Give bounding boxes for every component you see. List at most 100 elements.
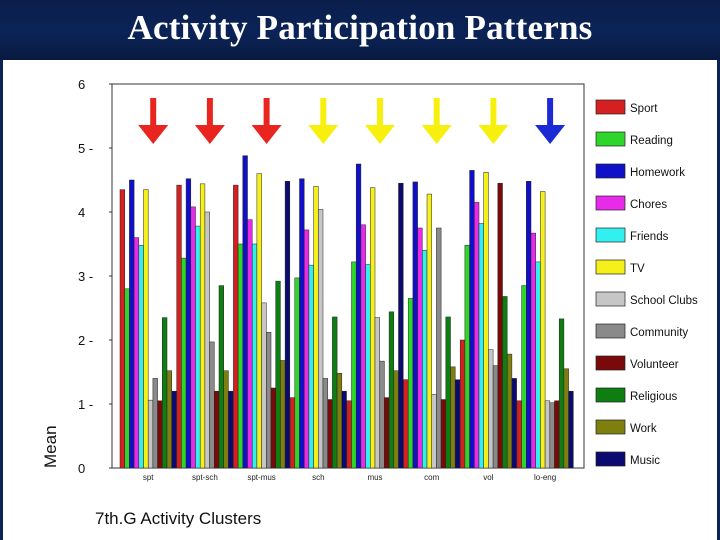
bar-spt-mus-music: [284, 181, 291, 469]
legend-label: Reading: [630, 135, 673, 147]
bar-vol-volunteer: [497, 182, 503, 469]
legend-swatch: [595, 99, 626, 115]
bar-lo-eng-religious: [558, 318, 565, 469]
bar-sch-friends: [308, 264, 314, 469]
bar-spt-school-clubs: [147, 399, 154, 469]
bar-spt-volunteer: [157, 400, 163, 469]
legend-swatch: [595, 451, 626, 467]
bar-vol-music: [511, 378, 517, 469]
title-bar: Activity Participation Patterns: [0, 0, 720, 60]
category-label: com: [424, 473, 439, 482]
bar-spt-sch-work: [223, 370, 229, 469]
bar-sch-volunteer: [327, 399, 333, 469]
legend-label: Chores: [630, 199, 667, 211]
bar-vol-tv: [483, 172, 489, 469]
legend-label: Religious: [630, 391, 678, 403]
bar-spt-religious: [162, 317, 168, 469]
bar-spt-work: [166, 370, 172, 469]
bar-spt-sch-religious: [218, 285, 224, 469]
bar-vol-homework: [469, 170, 475, 469]
bar-sch-religious: [332, 316, 338, 469]
bar-mus-sport: [346, 400, 352, 469]
bar-spt-sch-chores: [190, 206, 196, 469]
bar-spt-chores: [133, 237, 140, 469]
bar-spt-mus-work: [280, 360, 286, 469]
arrow-down-icon: [308, 98, 339, 144]
arrow-down-icon: [535, 98, 566, 144]
category-label: spt-sch: [192, 473, 218, 482]
bar-spt-tv: [143, 189, 149, 469]
category-label: spt-mus: [247, 473, 275, 482]
bar-sch-work: [336, 373, 343, 469]
bar-mus-tv: [370, 187, 376, 469]
category-labels: spt spt-sch spt-mus sch mus com vol lo-eng: [143, 473, 556, 482]
bar-spt-mus-reading: [237, 243, 244, 469]
legend-label: Volunteer: [630, 359, 679, 371]
frame-border-right: [717, 60, 720, 540]
legend-label: Music: [630, 455, 660, 467]
bar-com-music: [454, 379, 461, 469]
bar-sch-tv: [313, 186, 319, 469]
bar-spt-sch-volunteer: [214, 390, 220, 469]
bar-spt-sch-homework: [185, 178, 192, 469]
bar-spt-music: [171, 390, 177, 469]
bar-vol-work: [506, 353, 513, 469]
bar-com-religious: [445, 316, 451, 469]
bar-vol-reading: [464, 245, 470, 469]
bar-mus-community: [379, 360, 385, 469]
legend: Sport Reading Homework Chores Friends TV Schoo…: [595, 99, 698, 467]
bar-sch-reading: [294, 277, 300, 469]
x-axis-title: 7th.G Activity Clusters: [95, 509, 261, 528]
bar-spt-mus-school-clubs: [261, 302, 267, 469]
bar-com-community: [436, 227, 442, 469]
legend-swatch: [595, 323, 626, 339]
bar-com-school-clubs: [431, 394, 437, 469]
bar-spt-mus-sport: [233, 184, 239, 469]
bar-com-chores: [417, 227, 423, 469]
bar-spt-reading: [124, 288, 130, 469]
arrow-down-icon: [138, 98, 169, 144]
legend-swatch: [595, 291, 626, 307]
legend-swatch: [595, 131, 626, 147]
bar-mus-friends: [365, 264, 371, 469]
bar-lo-eng-work: [563, 368, 569, 469]
legend-swatch: [595, 163, 626, 179]
bar-spt-sch-tv: [199, 183, 206, 469]
bar-spt-sch-sport: [176, 184, 182, 469]
y-tick-label: 5 -: [78, 141, 93, 156]
bar-mus-reading: [351, 261, 357, 469]
slide-title: Activity Participation Patterns: [127, 8, 593, 47]
bar-spt-mus-religious: [275, 280, 281, 469]
frame-border-left: [0, 60, 3, 540]
y-tick-label: 1 -: [78, 397, 93, 412]
bar-spt-mus-volunteer: [270, 387, 276, 469]
category-label: mus: [367, 473, 382, 482]
bar-vol-sport: [459, 339, 466, 469]
arrow-down-icon: [365, 98, 395, 144]
bar-spt-sch-friends: [195, 225, 201, 469]
legend-swatch: [595, 195, 626, 211]
category-label: vol: [483, 473, 493, 482]
bar-spt-sch-community: [209, 341, 215, 469]
legend-label: Friends: [630, 231, 669, 243]
bar-lo-eng-homework: [526, 181, 532, 469]
bar-sch-school-clubs: [318, 209, 324, 469]
bar-chart: 0 1 - 2 - 3 - 4 5 - 6 spt spt-sch spt-mus sch mus c…: [41, 77, 698, 528]
bar-lo-eng-music: [568, 390, 574, 469]
bar-vol-friends: [478, 223, 484, 469]
bars: [119, 155, 574, 469]
bar-com-volunteer: [440, 399, 447, 469]
legend-swatch: [595, 259, 626, 275]
arrow-down-icon: [194, 98, 225, 144]
bar-spt-mus-chores: [247, 219, 253, 469]
bar-sch-music: [341, 390, 347, 469]
bar-lo-eng-sport: [516, 400, 522, 469]
bar-lo-eng-volunteer: [554, 400, 560, 469]
bar-com-tv: [426, 193, 432, 469]
y-tick-label: 2 -: [78, 333, 93, 348]
category-label: lo-eng: [534, 473, 556, 482]
bar-vol-school-clubs: [488, 349, 494, 469]
bar-mus-music: [398, 182, 404, 469]
legend-label: Work: [630, 423, 657, 435]
bar-spt-mus-community: [266, 332, 272, 469]
